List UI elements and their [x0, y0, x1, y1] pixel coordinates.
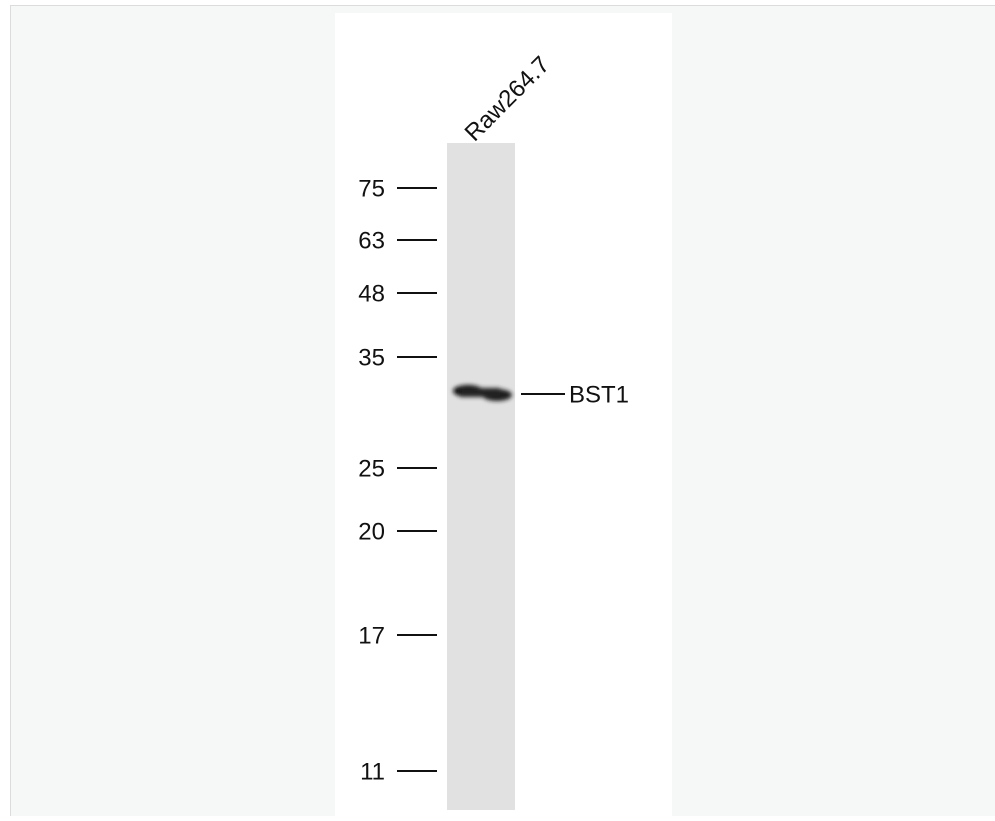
lane: [447, 143, 515, 810]
blot-figure: BST1 Raw264.7 7563483525201711: [0, 0, 995, 816]
marker-label: 35: [358, 344, 385, 371]
marker-label: 11: [360, 758, 385, 785]
marker-label: 75: [358, 175, 385, 202]
marker-label: 20: [358, 518, 385, 545]
marker-label: 48: [358, 280, 385, 307]
marker-label: 63: [358, 227, 385, 254]
marker-label: 25: [358, 455, 385, 482]
page: {"blot": {"lane_label": "Raw264.7", "ban…: [0, 0, 995, 816]
band-label: BST1: [569, 381, 629, 408]
marker-label: 17: [358, 622, 385, 649]
